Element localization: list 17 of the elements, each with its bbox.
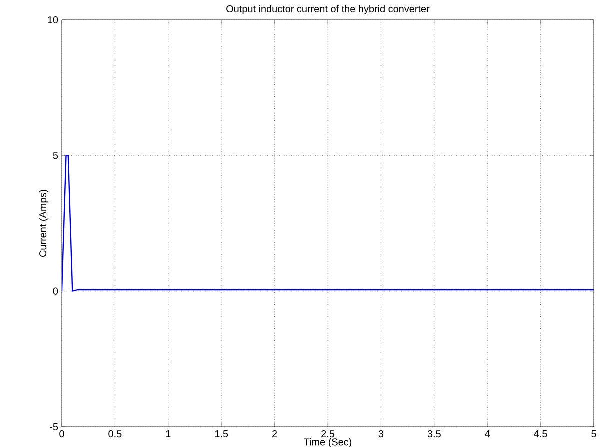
x-tick-label: 1.5 bbox=[215, 430, 228, 438]
x-tick-label: 4.5 bbox=[534, 430, 548, 438]
chart-title: Output inductor current of the hybrid converter bbox=[226, 5, 430, 14]
y-axis-title: Current (Amps) bbox=[39, 190, 49, 258]
x-tick-label: 3 bbox=[378, 430, 384, 438]
y-tick-label: 5 bbox=[53, 152, 58, 160]
x-tick-label: 5 bbox=[592, 430, 596, 438]
y-tick-label: 10 bbox=[48, 16, 58, 24]
x-tick-label: 1 bbox=[166, 430, 171, 438]
x-tick-label: 0.5 bbox=[108, 430, 122, 438]
y-tick-label: 0 bbox=[53, 288, 58, 295]
x-tick-label: 2.5 bbox=[322, 430, 335, 438]
x-tick-label: 2 bbox=[272, 430, 278, 438]
x-tick-label: 4 bbox=[485, 430, 490, 438]
y-tick-label: -5 bbox=[50, 424, 58, 430]
x-tick-label: 3.5 bbox=[428, 430, 441, 438]
x-tick-label: 0 bbox=[60, 430, 64, 438]
